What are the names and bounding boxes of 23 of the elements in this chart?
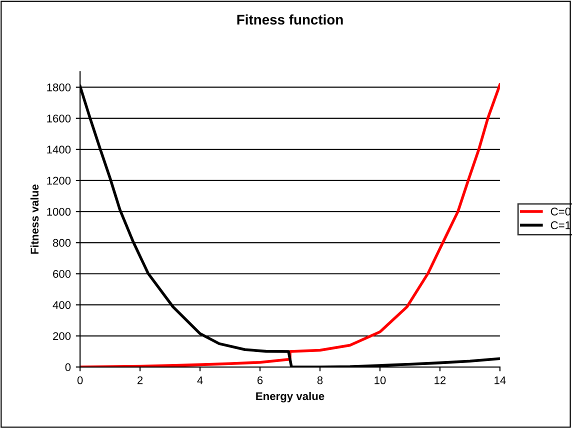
- y-tick-label: 800: [53, 238, 71, 247]
- x-tick-label: 0: [77, 376, 83, 384]
- y-tick-label: 200: [53, 332, 71, 340]
- legend-label: C=1: [550, 221, 570, 230]
- y-axis-title: Fitness value: [30, 184, 39, 254]
- y-tick-label: 1800: [47, 84, 71, 92]
- legend-label: C=0: [550, 208, 571, 216]
- x-axis-title: Energy value: [256, 392, 324, 402]
- y-tick-label: 1200: [47, 176, 71, 185]
- chart-title: Fitness function: [237, 14, 343, 25]
- x-tick-label: 12: [434, 376, 446, 384]
- y-tick-label: 0: [65, 363, 71, 372]
- x-tick-label: 8: [317, 376, 323, 384]
- y-tick-label: 400: [52, 301, 71, 309]
- x-tick-label: 14: [494, 376, 506, 384]
- x-tick-label: 10: [374, 376, 386, 384]
- y-tick-label: 1600: [47, 114, 71, 122]
- x-tick-label: 4: [197, 376, 203, 384]
- x-tick-label: 2: [138, 376, 143, 384]
- y-tick-label: 1400: [47, 146, 71, 154]
- y-tick-label: 600: [53, 270, 71, 278]
- y-tick-label: 1000: [47, 208, 71, 216]
- x-tick-label: 6: [257, 376, 263, 384]
